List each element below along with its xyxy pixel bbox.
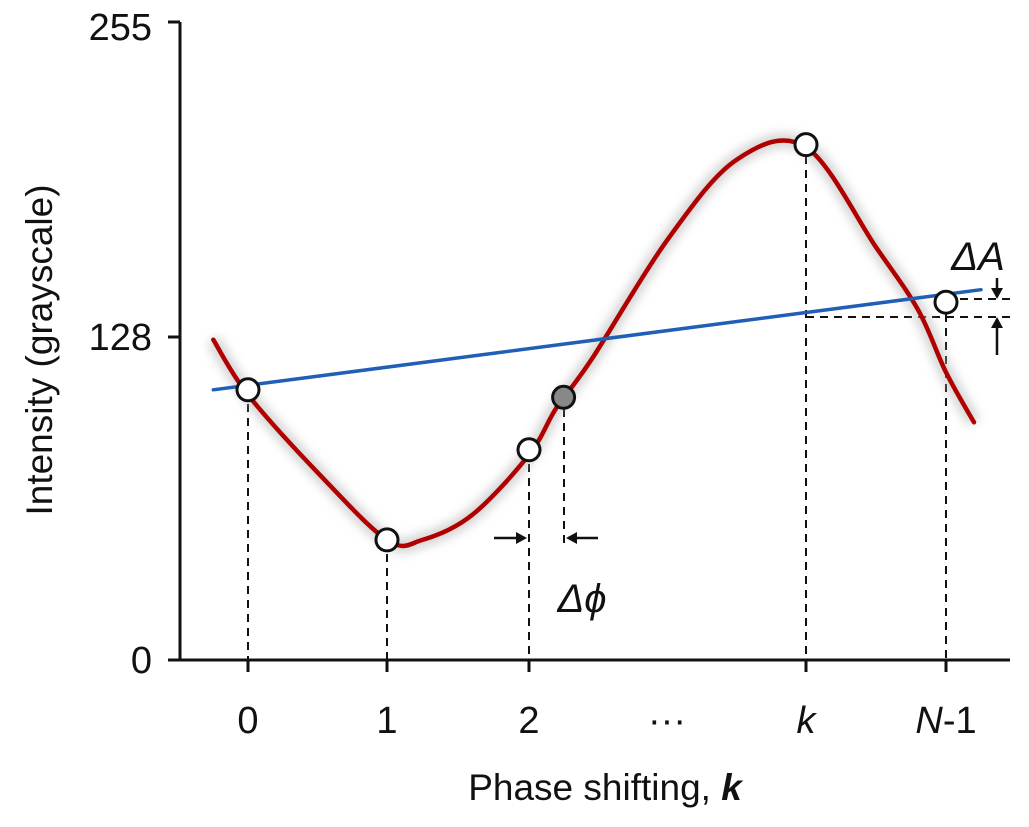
x-axis-title: Phase shifting, k <box>468 767 744 808</box>
delta-phi-arrowhead-right <box>566 532 577 544</box>
y-tick-label-255: 255 <box>89 7 152 49</box>
sample-marker-1 <box>374 527 400 553</box>
blue-trend-line <box>211 287 983 392</box>
delta-a-arrowhead-top <box>991 288 1003 299</box>
delta-a-label: ΔA <box>950 235 1005 279</box>
x-tick-label-n: N <box>915 700 943 742</box>
y-tick-label-0: 0 <box>131 640 152 682</box>
x-tick-label-n-minus-1: N-1 <box>915 700 976 742</box>
y-tick-label-128: 128 <box>89 317 152 359</box>
x-tick-label-2: 2 <box>518 700 539 742</box>
sample-marker-4 <box>793 132 819 158</box>
sample-marker-2 <box>516 437 542 463</box>
x-axis-title-var: k <box>721 767 744 808</box>
sample-marker-5 <box>933 289 959 315</box>
delta-phi-arrows <box>494 532 598 544</box>
y-axis-title: Intensity (grayscale) <box>19 184 60 515</box>
sample-marker-3 <box>551 384 577 410</box>
x-axis-title-text: Phase shifting, <box>468 767 721 808</box>
x-tick-label-1: 1 <box>376 700 397 742</box>
delta-a-arrowhead-bottom <box>991 317 1003 328</box>
x-tick-label-0: 0 <box>237 700 258 742</box>
delta-a-arrows <box>991 278 1003 355</box>
red-intensity-curve <box>211 138 977 549</box>
delta-phi-arrowhead-left <box>516 532 527 544</box>
delta-phi-label: Δϕ <box>556 577 606 621</box>
x-tick-label-minus-1: -1 <box>943 700 977 742</box>
x-tick-label-ellipsis: ··· <box>648 700 686 742</box>
sample-marker-0 <box>235 377 261 403</box>
x-tick-label-k: k <box>797 700 818 742</box>
guide-lines <box>247 142 1015 660</box>
sample-markers <box>235 132 959 553</box>
